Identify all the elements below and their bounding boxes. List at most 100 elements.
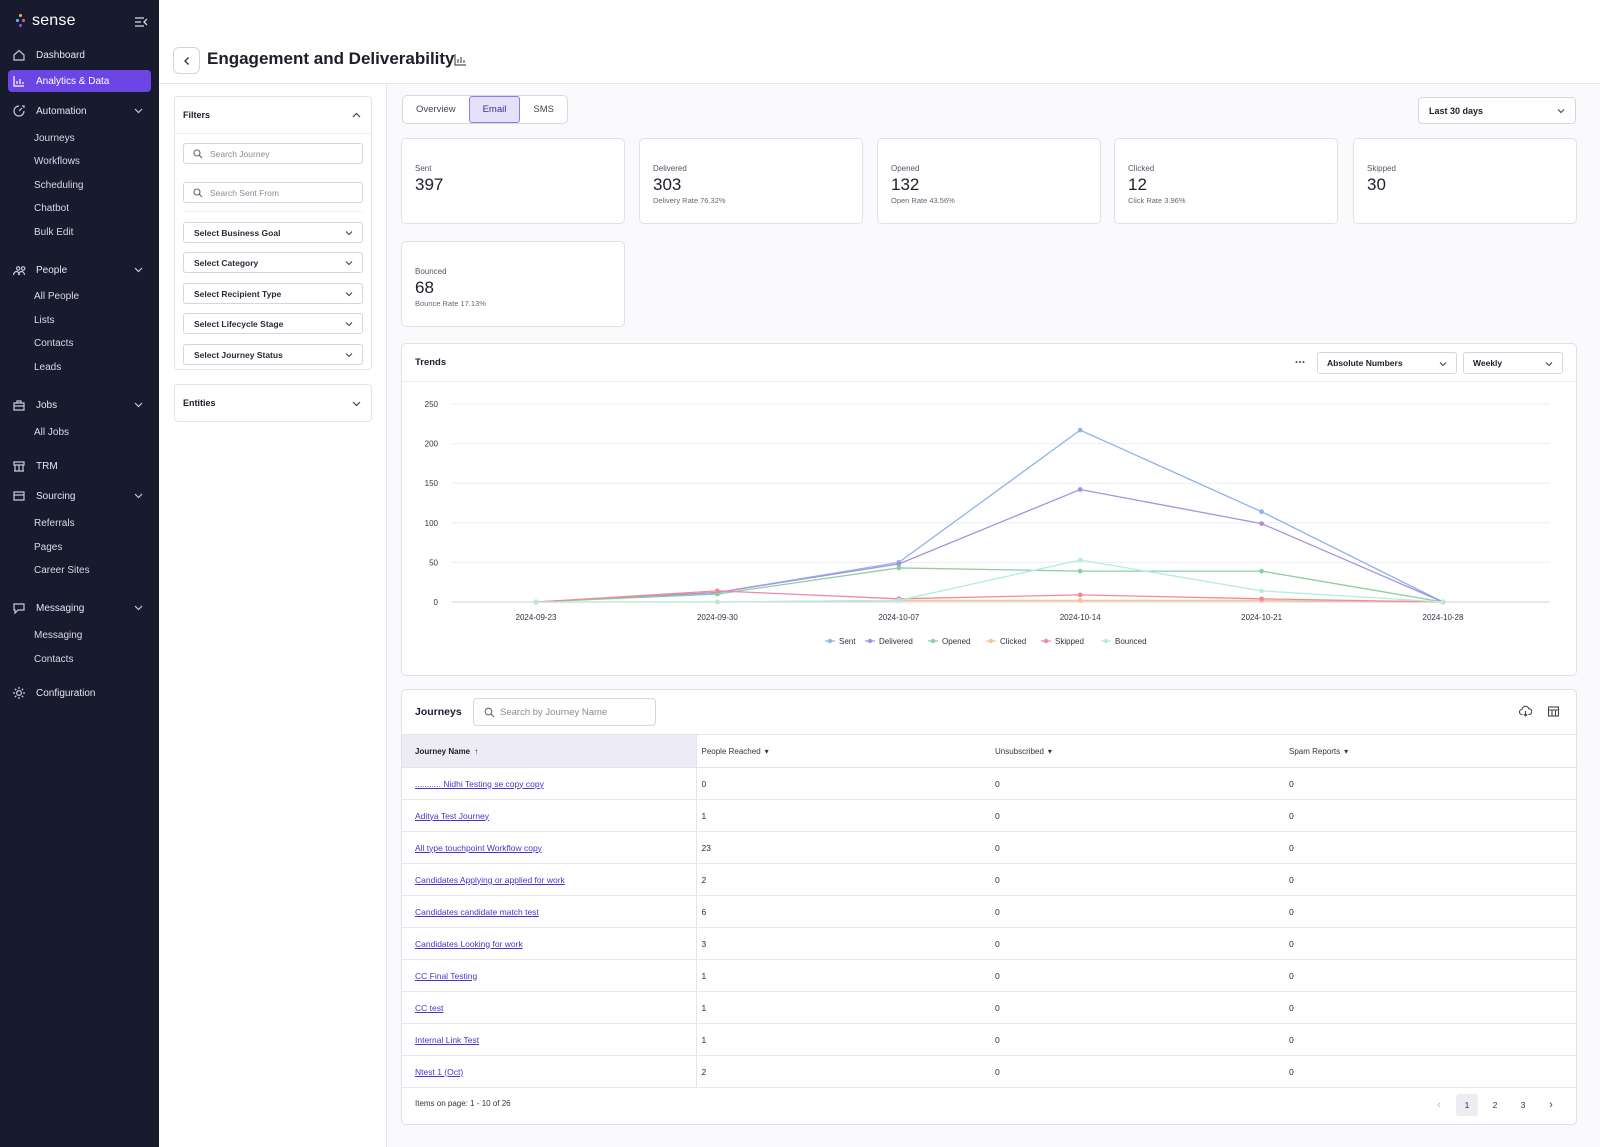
journey-name-cell: All type touchpoint Workflow copy [402, 831, 697, 864]
journey-link[interactable]: Candidates Applying or applied for work [415, 874, 565, 885]
data-point-opened[interactable] [1259, 568, 1264, 574]
more-options-icon[interactable] [1294, 356, 1306, 368]
sidebar-subitem-scheduling[interactable]: Scheduling [34, 180, 84, 191]
data-point-delivered[interactable] [1077, 487, 1083, 492]
chevron-down-icon[interactable] [134, 603, 143, 612]
page-button-1[interactable]: 1 [1456, 1094, 1478, 1116]
sidebar-subitem-pages[interactable]: Pages [34, 542, 63, 553]
interval-select[interactable]: Weekly [1463, 352, 1563, 374]
journey-link[interactable]: Ntest 1 (Oct) [415, 1066, 464, 1077]
metric-card-clicked: Clicked 12 Click Rate 3.96% [1114, 138, 1338, 224]
tab-sms[interactable]: SMS [533, 104, 554, 115]
data-point-opened[interactable] [1077, 568, 1083, 574]
cloud-download-icon[interactable] [1519, 705, 1532, 718]
chevron-down-icon[interactable] [134, 106, 143, 115]
chevron-down-icon[interactable] [134, 491, 143, 500]
page-button-3[interactable]: 3 [1520, 1100, 1526, 1110]
entities-panel[interactable]: Entities [174, 384, 372, 422]
legend-item-delivered[interactable]: Delivered [865, 637, 913, 646]
journey-link[interactable]: Candidates candidate match test [415, 906, 539, 917]
sidebar-subitem-referrals[interactable]: Referrals [34, 518, 75, 529]
data-point-bounced[interactable] [715, 599, 720, 605]
sidebar-item-people[interactable]: People [8, 259, 151, 281]
data-point-bounced[interactable] [1259, 588, 1264, 594]
sidebar-subitem-contacts[interactable]: Contacts [34, 654, 74, 665]
sidebar-subitem-messaging[interactable]: Messaging [34, 630, 83, 641]
filters-header[interactable]: Filters [175, 97, 371, 133]
sidebar-item-automation[interactable]: Automation [8, 100, 151, 122]
legend-item-sent[interactable]: Sent [825, 637, 856, 646]
journey-link[interactable]: Aditya Test Journey [415, 810, 490, 821]
sidebar-subitem-bulk-edit[interactable]: Bulk Edit [34, 227, 74, 238]
sidebar-item-jobs[interactable]: Jobs [8, 394, 151, 416]
legend-item-bounced[interactable]: Bounced [1101, 637, 1147, 646]
data-point-skipped[interactable] [715, 588, 720, 594]
column-spam-reports[interactable]: Spam Reports ▾ [1284, 734, 1578, 768]
journey-link[interactable]: All type touchpoint Workflow copy [415, 842, 542, 853]
sidebar-item-messaging[interactable]: Messaging [8, 597, 151, 619]
column-journey-name[interactable]: Journey Name ↑ [402, 734, 697, 768]
data-point-bounced[interactable] [533, 599, 539, 605]
tab-email[interactable]: Email [468, 96, 521, 123]
legend-item-skipped[interactable]: Skipped [1041, 637, 1084, 646]
page-button-2[interactable]: 2 [1492, 1100, 1498, 1110]
sidebar-item-trm[interactable]: TRM [8, 455, 151, 477]
select-category[interactable]: Select Category [183, 252, 363, 273]
sidebar: sense Dashboard Analytics & Data Automatio… [0, 0, 159, 1147]
mode-select[interactable]: Absolute Numbers [1317, 352, 1457, 374]
select-journey-status[interactable]: Select Journey Status [183, 344, 363, 365]
select-recipient-type[interactable]: Select Recipient Type [183, 283, 363, 304]
date-range-select[interactable]: Last 30 days [1418, 97, 1576, 124]
table-columns-icon[interactable] [1547, 705, 1560, 718]
column-people-reached[interactable]: People Reached ▾ [696, 734, 990, 768]
next-page-button[interactable]: › [1549, 1099, 1553, 1111]
chevron-down-icon[interactable] [134, 265, 143, 274]
sidebar-subitem-workflows[interactable]: Workflows [34, 156, 80, 167]
legend-item-clicked[interactable]: Clicked [986, 637, 1026, 646]
collapse-sidebar-icon[interactable] [134, 15, 148, 29]
column-unsubscribed[interactable]: Unsubscribed ▾ [990, 734, 1284, 768]
sidebar-subitem-leads[interactable]: Leads [34, 362, 62, 373]
data-point-sent[interactable] [1077, 427, 1083, 433]
legend-label: Opened [942, 637, 970, 646]
legend-item-opened[interactable]: Opened [928, 637, 970, 646]
sidebar-item-configuration[interactable]: Configuration [8, 682, 151, 704]
sidebar-subitem-lists[interactable]: Lists [34, 315, 55, 326]
data-point-skipped[interactable] [1077, 592, 1083, 598]
search-journey-input[interactable]: Search Journey [183, 143, 363, 164]
data-point-bounced[interactable] [896, 598, 902, 603]
chevron-down-icon [345, 322, 353, 327]
sidebar-subitem-chatbot[interactable]: Chatbot [34, 203, 70, 214]
data-point-skipped[interactable] [1259, 596, 1264, 602]
data-point-opened[interactable] [896, 565, 902, 571]
journey-link[interactable]: CC test [415, 1002, 444, 1013]
previous-page-button[interactable]: ‹ [1437, 1099, 1441, 1111]
back-button[interactable] [173, 47, 200, 74]
sidebar-item-analytics-data[interactable]: Analytics & Data [8, 70, 151, 92]
data-point-sent[interactable] [1259, 509, 1264, 515]
chevron-down-icon[interactable] [134, 400, 143, 409]
search-sent-from-input[interactable]: Search Sent From [183, 182, 363, 203]
sidebar-item-sourcing[interactable]: Sourcing [8, 485, 151, 507]
data-point-delivered[interactable] [1259, 521, 1264, 526]
select-business-goal[interactable]: Select Business Goal [183, 222, 363, 243]
journey-link[interactable]: Internal Link Test [415, 1034, 480, 1045]
sidebar-subitem-contacts[interactable]: Contacts [34, 338, 74, 349]
sidebar-subitem-all-people[interactable]: All People [34, 291, 80, 302]
select-lifecycle-stage[interactable]: Select Lifecycle Stage [183, 313, 363, 334]
data-point-bounced[interactable] [1077, 557, 1083, 563]
sidebar-subitem-career-sites[interactable]: Career Sites [34, 565, 90, 576]
data-point-bounced[interactable] [1440, 599, 1446, 605]
sidebar-item-dashboard[interactable]: Dashboard [8, 44, 151, 66]
tab-overview[interactable]: Overview [416, 104, 456, 115]
sidebar-subitem-journeys[interactable]: Journeys [34, 133, 75, 144]
data-point-clicked[interactable] [1077, 598, 1083, 603]
entities-header[interactable]: Entities [175, 385, 371, 421]
journey-search-input[interactable]: Search by Journey Name [473, 698, 656, 726]
journey-link[interactable]: CC Final Testing [415, 970, 478, 981]
data-point-delivered[interactable] [896, 561, 902, 567]
journey-link[interactable]: Candidates Looking for work [415, 938, 523, 949]
logo[interactable]: sense [16, 12, 76, 30]
journey-link[interactable]: ........... Nidhi Testing se copy copy [415, 778, 544, 789]
sidebar-subitem-all-jobs[interactable]: All Jobs [34, 427, 70, 438]
